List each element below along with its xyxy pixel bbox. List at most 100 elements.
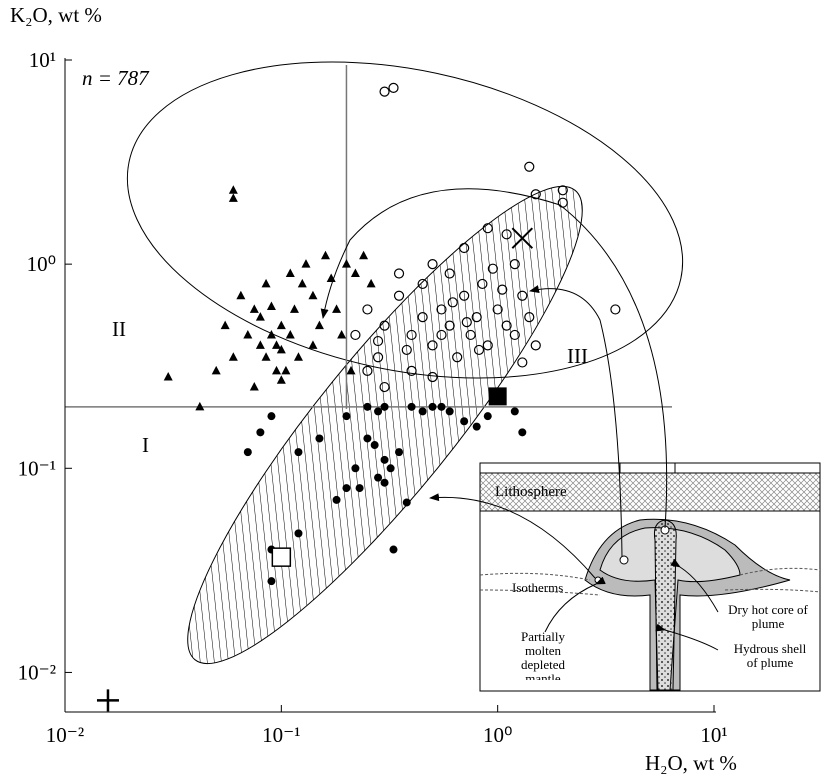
open-point xyxy=(477,278,488,290)
open-point xyxy=(473,344,485,356)
filled-point xyxy=(380,402,389,411)
hatched-field xyxy=(187,185,583,665)
plus-point xyxy=(96,689,119,712)
open-point xyxy=(393,268,405,279)
triangle-point xyxy=(341,259,351,268)
open-point xyxy=(459,242,470,254)
open-point xyxy=(372,352,384,363)
x-tick-label: 10⁻¹ xyxy=(262,723,300,747)
triangle-point xyxy=(272,365,282,375)
filled-point xyxy=(472,422,481,431)
filled-point xyxy=(374,407,383,416)
sample-count: n = 787 xyxy=(82,66,150,90)
triangle-point xyxy=(350,268,360,277)
triangle-point xyxy=(293,352,303,361)
x-axis-label: H₂O, wt % xyxy=(645,751,737,775)
pointer xyxy=(544,576,606,633)
open-point xyxy=(379,320,390,331)
filled-point xyxy=(386,464,395,473)
y-tick-label: 10⁻² xyxy=(18,660,56,684)
open-point xyxy=(452,352,463,363)
arrow xyxy=(320,188,668,529)
open-point xyxy=(492,304,503,315)
filled-point xyxy=(332,495,341,504)
inset-label-box: Partially molten depleted mantle xyxy=(521,630,565,680)
inset-label: Isotherms xyxy=(512,580,563,595)
triangle-point xyxy=(261,352,271,361)
filled-point xyxy=(294,448,303,457)
pointer xyxy=(655,623,719,651)
open-point xyxy=(530,189,541,200)
filled-point xyxy=(460,417,469,426)
open-point xyxy=(444,320,455,331)
triangle-point xyxy=(359,250,369,260)
filled-point xyxy=(267,577,276,586)
triangle-point xyxy=(297,278,307,288)
open-point xyxy=(427,259,438,270)
open-point xyxy=(501,229,512,240)
open-point xyxy=(393,290,405,301)
filled-point xyxy=(294,529,303,538)
triangle-point xyxy=(255,340,265,349)
triangle-point xyxy=(249,304,259,313)
filled-point xyxy=(380,455,389,464)
triangle-point xyxy=(320,250,330,260)
open-point xyxy=(447,297,458,308)
open-point xyxy=(461,317,472,328)
open-point xyxy=(427,340,438,351)
lithosphere-band xyxy=(479,472,821,512)
filled-point xyxy=(342,412,351,421)
triangle-point xyxy=(332,304,342,313)
cross-point xyxy=(511,227,534,249)
triangle-point xyxy=(281,365,291,375)
triangle-point xyxy=(285,329,295,339)
filled-point xyxy=(389,545,398,554)
open-point xyxy=(471,312,482,323)
open-point xyxy=(487,263,498,274)
filled-point xyxy=(342,484,351,493)
filled-point xyxy=(418,407,427,416)
filled-point xyxy=(437,402,446,411)
triangle-point xyxy=(285,268,295,277)
open-point xyxy=(501,320,512,331)
filled-point xyxy=(510,407,519,416)
triangle-point xyxy=(249,382,259,391)
filled-point xyxy=(518,428,527,437)
triangle-point xyxy=(289,304,299,313)
triangle-point xyxy=(337,329,347,339)
triangle-point xyxy=(255,312,265,321)
filled-square xyxy=(488,387,507,406)
triangle-point xyxy=(366,278,376,288)
region-label: I xyxy=(142,433,149,457)
triangle-point xyxy=(308,290,318,300)
open-point xyxy=(509,329,520,341)
open-point xyxy=(372,335,384,347)
filled-point xyxy=(355,484,364,493)
inset-point xyxy=(619,555,629,565)
open-point xyxy=(465,329,476,341)
triangle-point xyxy=(220,320,230,330)
open-point xyxy=(350,329,361,341)
y-tick-label: 10¹ xyxy=(29,48,56,72)
filled-point xyxy=(370,441,379,450)
region-label: III xyxy=(567,344,588,368)
open-point xyxy=(524,161,535,172)
inset-label: Lithosphere xyxy=(495,484,567,500)
triangle-point xyxy=(266,329,276,339)
open-point xyxy=(417,312,428,323)
triangle-point xyxy=(163,372,173,381)
open-point xyxy=(509,259,520,270)
filled-point xyxy=(395,448,404,457)
inset-tab xyxy=(619,462,676,474)
filled-point xyxy=(407,402,416,411)
triangle-point xyxy=(346,365,356,375)
filled-point xyxy=(351,464,360,473)
triangle-point xyxy=(266,301,276,311)
triangle-point xyxy=(308,340,318,349)
open-point xyxy=(482,340,493,351)
inset: Lithosphere Isotherms Dry hot core of pl… xyxy=(479,462,821,692)
filled-point xyxy=(363,434,372,443)
open-point xyxy=(497,284,508,295)
open-point xyxy=(362,365,373,376)
